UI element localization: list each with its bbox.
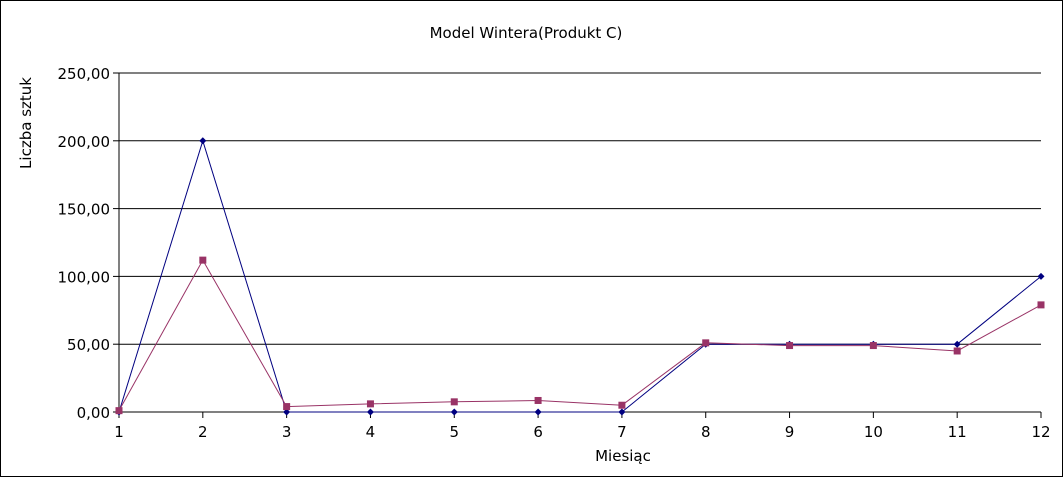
- x-tick-label-0: 1: [114, 423, 124, 441]
- x-tick-label-10: 11: [948, 423, 967, 441]
- series-0-point-1: [199, 137, 207, 145]
- series-0-line: [118, 139, 1042, 413]
- series-1-point-0: [115, 407, 123, 415]
- series-1: [115, 256, 1045, 415]
- series-1-point-5: [534, 396, 542, 404]
- series-0-point-3: [366, 408, 374, 416]
- x-tick-label-4: 5: [449, 423, 459, 441]
- series-1-point-2: [283, 403, 291, 411]
- x-tick-label-8: 9: [785, 423, 795, 441]
- x-tick-label-3: 4: [366, 423, 376, 441]
- series-1-point-8: [786, 342, 794, 350]
- y-tick-label-3: 150,00: [58, 201, 111, 219]
- series-1-line: [118, 259, 1042, 411]
- series-1-point-10: [953, 347, 961, 355]
- y-tick-label-1: 50,00: [67, 336, 110, 354]
- x-tick-label-9: 10: [864, 423, 883, 441]
- series-0-point-11: [1037, 272, 1045, 280]
- x-tick-label-5: 6: [533, 423, 543, 441]
- series-1-point-4: [450, 398, 458, 406]
- y-tick-label-5: 250,00: [58, 65, 111, 83]
- x-tick-label-6: 7: [617, 423, 627, 441]
- y-axis-label: Liczba sztuk: [17, 77, 35, 169]
- series-1-point-11: [1037, 301, 1045, 309]
- series-0-point-5: [534, 408, 542, 416]
- series-0-point-10: [953, 340, 961, 348]
- x-axis-label: Miesiąc: [595, 447, 651, 465]
- series-layer: [115, 137, 1045, 416]
- x-tick-label-2: 3: [282, 423, 292, 441]
- y-tick-label-0: 0,00: [77, 404, 110, 422]
- grid-layer: [119, 72, 1041, 345]
- series-0-point-6: [618, 408, 626, 416]
- series-1-point-6: [618, 401, 626, 409]
- x-tick-label-7: 8: [701, 423, 711, 441]
- x-tick-label-1: 2: [198, 423, 208, 441]
- series-1-point-1: [199, 256, 207, 264]
- series-1-point-9: [869, 342, 877, 350]
- series-1-point-7: [702, 339, 710, 347]
- y-tick-label-2: 100,00: [58, 268, 111, 286]
- series-1-point-3: [366, 400, 374, 408]
- y-tick-label-4: 200,00: [58, 133, 111, 151]
- chart-title: Model Wintera(Produkt C): [430, 24, 623, 42]
- series-0-point-4: [450, 408, 458, 416]
- x-tick-label-11: 12: [1031, 423, 1050, 441]
- series-0-point-2: [283, 408, 291, 416]
